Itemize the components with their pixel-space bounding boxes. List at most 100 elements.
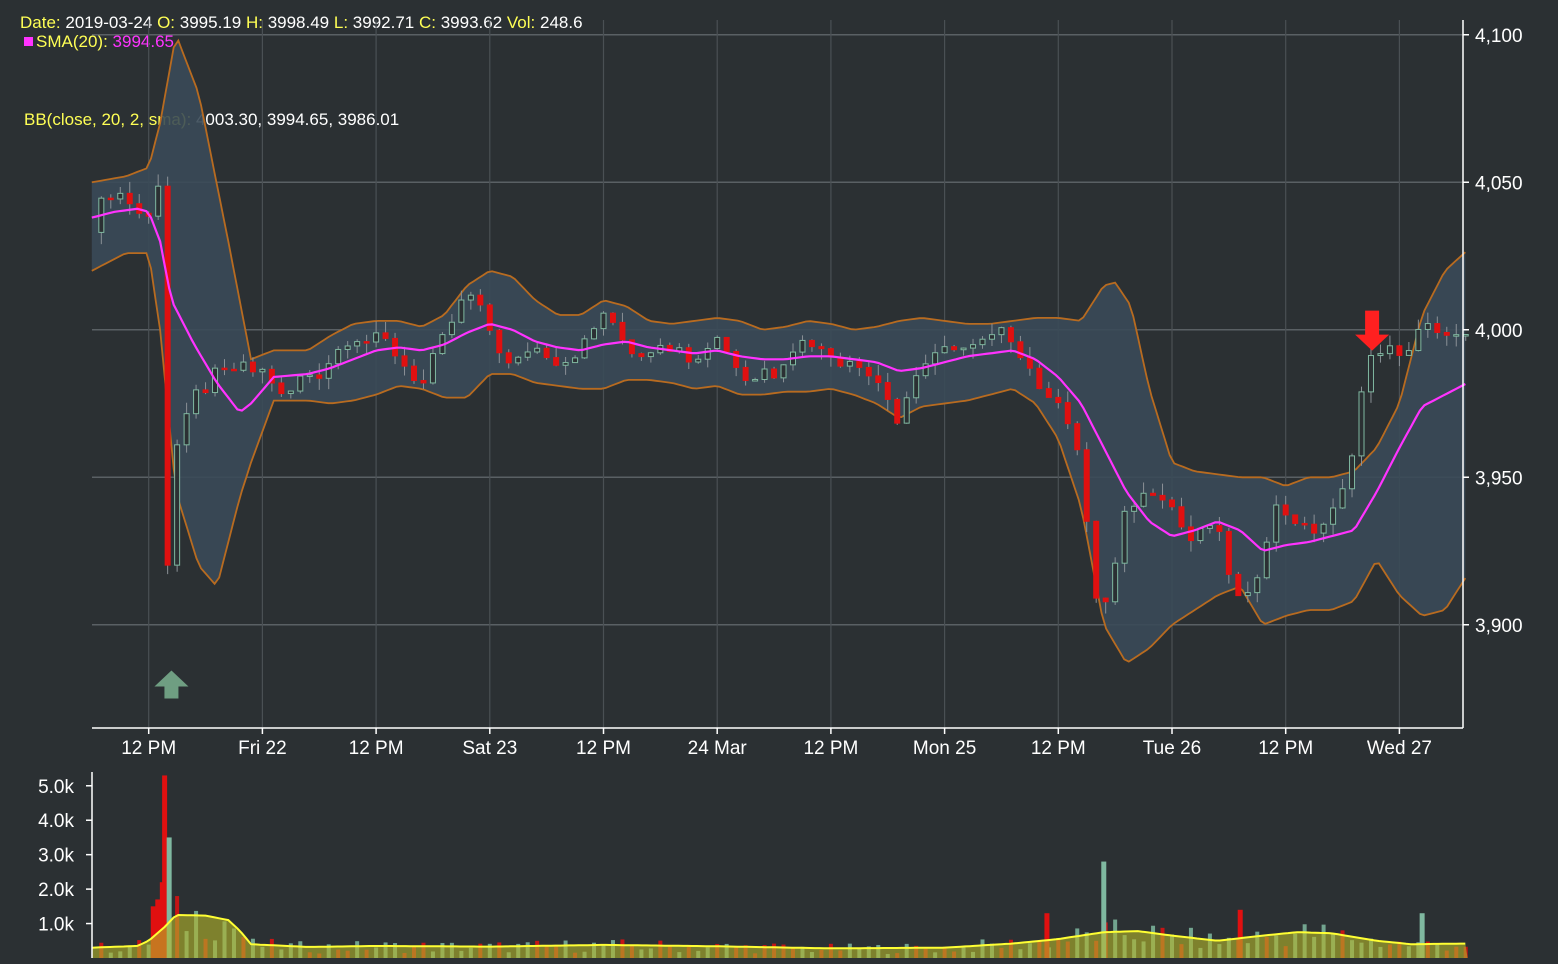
candle-body — [420, 379, 427, 384]
candle-body — [979, 338, 986, 346]
candle-body — [1017, 341, 1024, 359]
low-value: 3992.71 — [352, 13, 415, 32]
x-tick-label: 12 PM — [803, 738, 858, 759]
candle-body — [1225, 530, 1232, 575]
candle-body — [126, 192, 133, 205]
candle-body — [107, 197, 114, 201]
candle-body — [1405, 350, 1412, 356]
trade-markers[interactable] — [154, 310, 1390, 699]
sma-label: SMA(20): — [36, 32, 108, 51]
candle-body — [411, 365, 417, 381]
candle-body — [429, 353, 436, 384]
candle-body — [1036, 367, 1043, 390]
candle-body — [714, 336, 721, 350]
candle-body — [496, 329, 503, 354]
candle-body — [884, 382, 891, 400]
open-label: O: — [157, 13, 176, 32]
price-axes: 3,900 3,950 4,000 4,050 4,100 12 PM Fri 22 12 P… — [92, 20, 1523, 759]
candle-body — [1320, 523, 1327, 534]
candle-body — [1254, 577, 1261, 594]
close-value: 3993.62 — [440, 13, 503, 32]
y-tick-label: 4,000 — [1475, 321, 1523, 342]
candle-body — [742, 366, 749, 381]
candle-body — [771, 368, 778, 379]
x-tick-label: Wed 27 — [1367, 738, 1432, 759]
bollinger-fill — [91, 40, 1466, 662]
candle-body — [1339, 488, 1346, 509]
candle-body — [1367, 355, 1374, 393]
candle-body — [382, 332, 389, 339]
candle-body — [287, 390, 294, 395]
candle-body — [458, 299, 465, 323]
candle-body — [865, 366, 872, 377]
candle-body — [638, 353, 645, 358]
candle-body — [259, 368, 266, 373]
bollinger-band — [91, 38, 1467, 663]
candle-body — [1169, 499, 1175, 508]
candle-body — [325, 363, 332, 379]
candle-body — [1386, 345, 1393, 355]
y-tick-label: 3,900 — [1475, 616, 1523, 637]
volume-y-tick-label: 3.0k — [38, 846, 74, 867]
candle-body — [894, 398, 901, 424]
candle-body — [628, 339, 635, 355]
candle-body — [1140, 492, 1147, 507]
candle-body — [799, 339, 806, 353]
candle-body — [477, 294, 484, 306]
candle-body — [373, 332, 380, 343]
volume-y-tick-label: 1.0k — [38, 915, 74, 936]
candle-body — [1150, 492, 1157, 496]
candle-body — [1282, 504, 1289, 516]
candle-body — [278, 382, 285, 395]
candle-body — [818, 346, 825, 350]
candle-body — [1311, 523, 1318, 534]
volume-spike-bar — [150, 906, 156, 958]
candle-body — [685, 347, 692, 363]
candle-body — [856, 360, 863, 368]
candle-body — [515, 356, 522, 364]
candle-body — [733, 350, 740, 368]
volume-average-line — [91, 913, 1466, 950]
volume-y-tick-label: 2.0k — [38, 880, 74, 901]
candle-body — [941, 346, 948, 354]
candle-body — [164, 185, 171, 566]
candle-body — [240, 361, 247, 371]
candle-body — [1415, 328, 1422, 352]
y-tick-label: 4,050 — [1475, 173, 1523, 194]
candle-body — [752, 378, 759, 382]
volume-spike-bar — [155, 899, 161, 958]
candle-body — [297, 375, 304, 392]
candle-body — [1263, 541, 1270, 579]
date-label: Date: — [20, 13, 61, 32]
candle-body — [1358, 391, 1365, 457]
high-label: H: — [245, 13, 263, 32]
open-value: 3995.19 — [179, 13, 242, 32]
candle-body — [1197, 527, 1204, 542]
bb-readout: BB(close, 20, 2, sma): 4003.30, 3994.65,… — [24, 110, 399, 130]
bb-values: 4003.30, 3994.65, 3986.01 — [195, 110, 400, 129]
candle-body — [230, 368, 237, 372]
candle-body — [1462, 333, 1469, 337]
candle-body — [1007, 327, 1014, 343]
sma-line — [91, 207, 1466, 552]
x-tick-label: 12 PM — [349, 738, 404, 759]
date-value: 2019-03-24 — [65, 13, 153, 32]
candle-body — [1216, 525, 1223, 532]
x-tick-label: 24 Mar — [688, 738, 748, 759]
sma-legend-swatch — [24, 37, 33, 46]
candle-body — [1273, 504, 1280, 543]
candle-body — [1064, 402, 1071, 425]
x-tick-label: Fri 22 — [238, 738, 287, 759]
x-tick-label: 12 PM — [1258, 738, 1313, 759]
candle-body — [249, 361, 256, 373]
candle-body — [1083, 449, 1090, 522]
candle-body — [609, 312, 616, 323]
candle-body — [193, 389, 200, 415]
candle-body — [1159, 494, 1166, 501]
buy-arrow-icon — [154, 670, 189, 699]
candle-body — [553, 357, 560, 366]
candle-body — [1074, 423, 1081, 451]
candle-body — [666, 344, 673, 352]
candle-body — [1453, 334, 1460, 337]
